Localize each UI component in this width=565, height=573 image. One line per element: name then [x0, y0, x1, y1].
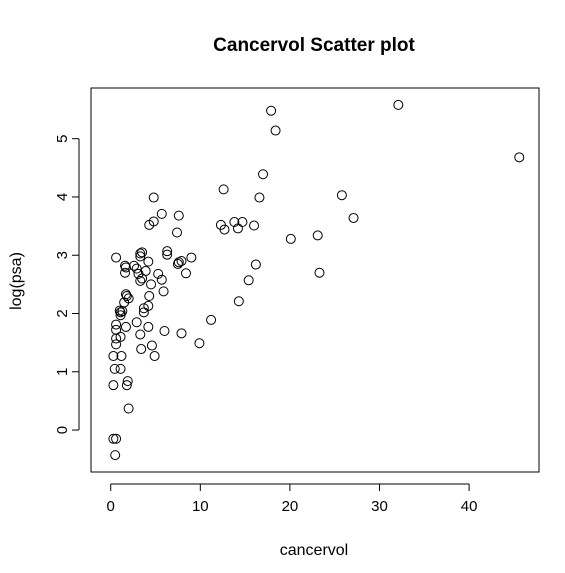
scatter-point [115, 331, 126, 342]
x-tick-label: 0 [107, 498, 115, 515]
scatter-point [120, 262, 131, 273]
scatter-point [133, 268, 144, 279]
scatter-point [129, 260, 140, 271]
scatter-point [111, 324, 122, 335]
y-tick-label: 3 [54, 251, 71, 259]
x-tick-label: 30 [371, 498, 388, 515]
y-tick-label: 4 [54, 193, 71, 201]
scatter-point [393, 99, 404, 110]
scatter-point [149, 351, 160, 362]
scatter-point [120, 289, 131, 300]
x-tick-label: 20 [282, 498, 299, 515]
scatter-point [111, 339, 122, 350]
scatter-point [122, 376, 133, 387]
scatter-point [135, 275, 146, 286]
scatter-point [137, 247, 148, 258]
scatter-point [146, 279, 157, 290]
scatter-point [237, 217, 248, 228]
scatter-point [158, 286, 169, 297]
scatter-point [249, 220, 260, 231]
scatter-point [143, 256, 154, 267]
scatter-point [218, 184, 229, 195]
scatter-point [120, 321, 131, 332]
scatter-point [233, 296, 244, 307]
scatter-point [180, 268, 191, 279]
scatter-point [135, 248, 146, 259]
y-axis-label: log(psa) [8, 252, 25, 310]
scatter-point [140, 265, 151, 276]
scatter-point [143, 300, 154, 311]
scatter-point [123, 403, 134, 414]
x-axis: 0 10 20 30 40 [107, 483, 478, 515]
scatter-point [131, 317, 142, 328]
scatter-point [156, 274, 167, 285]
scatter-point [336, 190, 347, 201]
x-axis-label: cancervol [280, 542, 348, 559]
y-tick-label: 0 [54, 426, 71, 434]
scatter-point [348, 212, 359, 223]
scatter-point [173, 210, 184, 221]
scatter-point [146, 340, 157, 351]
scatter-point [243, 275, 254, 286]
scatter-point [109, 363, 120, 374]
scatter-point [266, 105, 277, 116]
scatter-point [136, 344, 147, 355]
y-tick-label: 1 [54, 368, 71, 376]
scatter-point [162, 249, 173, 260]
scatter-point [111, 433, 122, 444]
scatter-point [115, 307, 126, 318]
scatter-point [115, 363, 126, 374]
scatter-point [108, 380, 119, 391]
scatter-point [108, 351, 119, 362]
scatter-point [215, 219, 226, 230]
scatter-point [270, 125, 281, 136]
scatter-point [120, 267, 131, 278]
scatter-point [156, 208, 167, 219]
scatter-point [121, 380, 132, 391]
scatter-point [206, 314, 217, 325]
scatter-point [258, 169, 269, 180]
scatter-point [135, 329, 146, 340]
scatter-point [143, 321, 154, 332]
scatter-point [250, 259, 261, 270]
y-tick-label: 5 [54, 135, 71, 143]
scatter-point [314, 267, 325, 278]
scatter-point [121, 291, 132, 302]
scatter-point [148, 216, 159, 227]
scatter-point [110, 450, 121, 461]
scatter-point [111, 252, 122, 263]
points-layer [108, 99, 525, 461]
x-tick-label: 10 [192, 498, 209, 515]
scatter-point [153, 268, 164, 279]
scatter-point [285, 233, 296, 244]
scatter-point [186, 252, 197, 263]
scatter-point [254, 192, 265, 203]
scatter-point [144, 291, 155, 302]
scatter-point [194, 338, 205, 349]
scatter-point [116, 351, 127, 362]
scatter-point [176, 328, 187, 339]
scatter-point [114, 305, 125, 316]
scatter-point [159, 325, 170, 336]
y-axis: 0 1 2 3 4 5 [54, 135, 80, 434]
scatter-point [131, 263, 142, 274]
chart-title: Cancervol Scatter plot [213, 35, 415, 56]
scatter-point [176, 256, 187, 267]
scatter-point [148, 192, 159, 203]
scatter-point [514, 152, 525, 163]
scatter-point [162, 246, 173, 257]
scatter-point [172, 258, 183, 269]
scatter-point [229, 217, 240, 228]
y-tick-label: 2 [54, 309, 71, 317]
scatter-point [312, 230, 323, 241]
scatter-point [108, 433, 119, 444]
x-tick-label: 40 [461, 498, 478, 515]
scatter-point [111, 319, 122, 330]
scatter-point [172, 227, 183, 238]
plot-frame [90, 87, 540, 473]
